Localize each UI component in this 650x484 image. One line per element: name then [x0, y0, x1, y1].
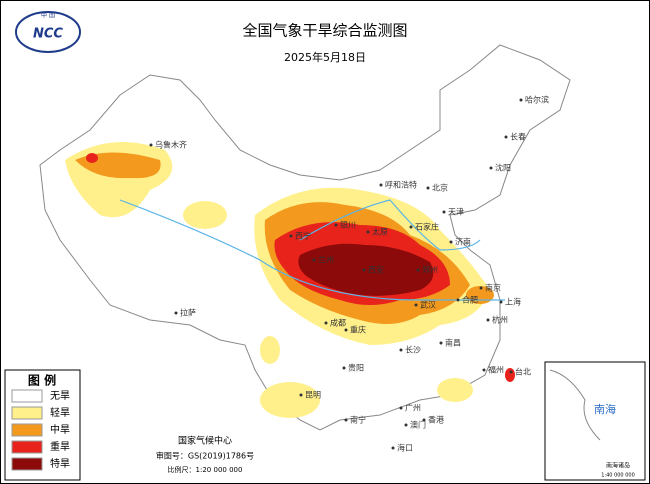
city-label: 贵阳	[348, 363, 364, 373]
legend-label: 特旱	[50, 458, 70, 470]
legend-label: 轻旱	[50, 406, 70, 419]
city-dot	[399, 348, 403, 352]
legend-swatch	[11, 389, 43, 403]
city-dot	[342, 366, 346, 370]
city-dot	[312, 258, 316, 262]
city-label: 西宁	[295, 231, 311, 241]
inset-sea: 南海	[594, 402, 616, 416]
city-label: 哈尔滨	[525, 95, 549, 105]
city-dot	[344, 328, 348, 332]
city-label: 济南	[455, 237, 471, 247]
city-dot	[479, 286, 483, 290]
drought-areas	[65, 142, 515, 418]
legend-title: 图 例	[28, 373, 56, 388]
city-dot	[519, 98, 523, 102]
footer-agency: 国家气候中心	[178, 435, 232, 447]
city-dot	[362, 268, 366, 272]
city-dot	[409, 225, 413, 229]
city-label: 海口	[397, 443, 413, 453]
footer-approval: 审图号：GS(2019)1786号	[156, 451, 254, 461]
city-dot	[379, 183, 383, 187]
city-dot	[499, 300, 503, 304]
city-dot	[486, 318, 490, 322]
city-label: 广州	[405, 403, 421, 413]
city-label: 成都	[330, 318, 346, 328]
logo: 中 国 NCC	[15, 11, 81, 53]
city-dot	[456, 298, 460, 302]
city-dot	[414, 303, 418, 307]
city-label: 长春	[510, 132, 526, 142]
city-dot	[404, 423, 408, 427]
city-dot	[324, 321, 328, 325]
legend-swatch	[11, 423, 43, 437]
city-label: 合肥	[462, 295, 478, 305]
city-label: 南京	[485, 283, 501, 293]
city-label: 沈阳	[495, 163, 511, 173]
river	[299, 199, 481, 251]
city-dot	[334, 223, 338, 227]
city-dot	[149, 143, 153, 147]
inset-scale: 1:40 000 000	[601, 473, 635, 479]
city-label: 乌鲁木齐	[155, 140, 187, 150]
city-dot	[509, 370, 513, 374]
city-label: 台北	[515, 367, 531, 377]
city-dot	[391, 446, 395, 450]
legend-swatch	[11, 406, 43, 420]
city-dot	[344, 418, 348, 422]
city-label: 长沙	[405, 345, 421, 355]
city-label: 拉萨	[180, 308, 196, 318]
city-dot	[289, 234, 293, 238]
city-label: 上海	[505, 297, 521, 307]
title: 全国气象干旱综合监测图	[242, 22, 407, 40]
logo-text: 中 国	[41, 12, 55, 20]
city-label: 兰州	[318, 255, 334, 265]
legend-label: 中旱	[50, 423, 70, 436]
city-dot	[422, 418, 426, 422]
city-dot	[426, 186, 430, 190]
city-label: 福州	[488, 366, 504, 375]
inset: 南海 南海诸岛 1:40 000 000	[544, 361, 646, 481]
city-label: 香港	[428, 415, 444, 425]
inset-islands: 南海诸岛	[606, 462, 630, 470]
date: 2025年5月18日	[284, 50, 366, 64]
city-dot	[366, 230, 370, 234]
city-label: 昆明	[305, 391, 321, 400]
city-dot	[449, 240, 453, 244]
legend-label: 重旱	[50, 440, 70, 453]
city-label: 石家庄	[415, 222, 439, 232]
city-label: 南昌	[445, 338, 461, 348]
legend-label: 无旱	[50, 390, 70, 402]
city-label: 天津	[448, 207, 464, 217]
city-label: 澳门	[410, 420, 426, 430]
city-dot	[442, 210, 446, 214]
city-label: 武汉	[420, 300, 436, 310]
city-label: 重庆	[350, 325, 366, 335]
city-dot	[482, 368, 486, 372]
city-dot	[439, 341, 443, 345]
city-label: 呼和浩特	[385, 180, 417, 190]
logo-abbr: NCC	[33, 27, 63, 42]
legend-swatch	[11, 440, 43, 454]
city-dot	[416, 268, 420, 272]
city-dot	[504, 135, 508, 139]
legend-swatch	[11, 457, 43, 471]
river	[119, 199, 505, 301]
inset-coast	[549, 369, 601, 441]
city-dot	[399, 406, 403, 410]
inset-box	[544, 361, 646, 481]
city-label: 北京	[432, 183, 448, 193]
footer-scale: 比例尺：1:20 000 000	[168, 465, 243, 474]
city-label: 银川	[340, 220, 356, 230]
city-label: 西安	[368, 265, 384, 275]
city-label: 太原	[372, 227, 388, 237]
city-label: 郑州	[422, 265, 438, 275]
city-label: 杭州	[492, 315, 508, 325]
city-dot	[174, 311, 178, 315]
city-label: 南宁	[350, 415, 366, 425]
city-dot	[299, 393, 303, 397]
city-dot	[489, 166, 493, 170]
